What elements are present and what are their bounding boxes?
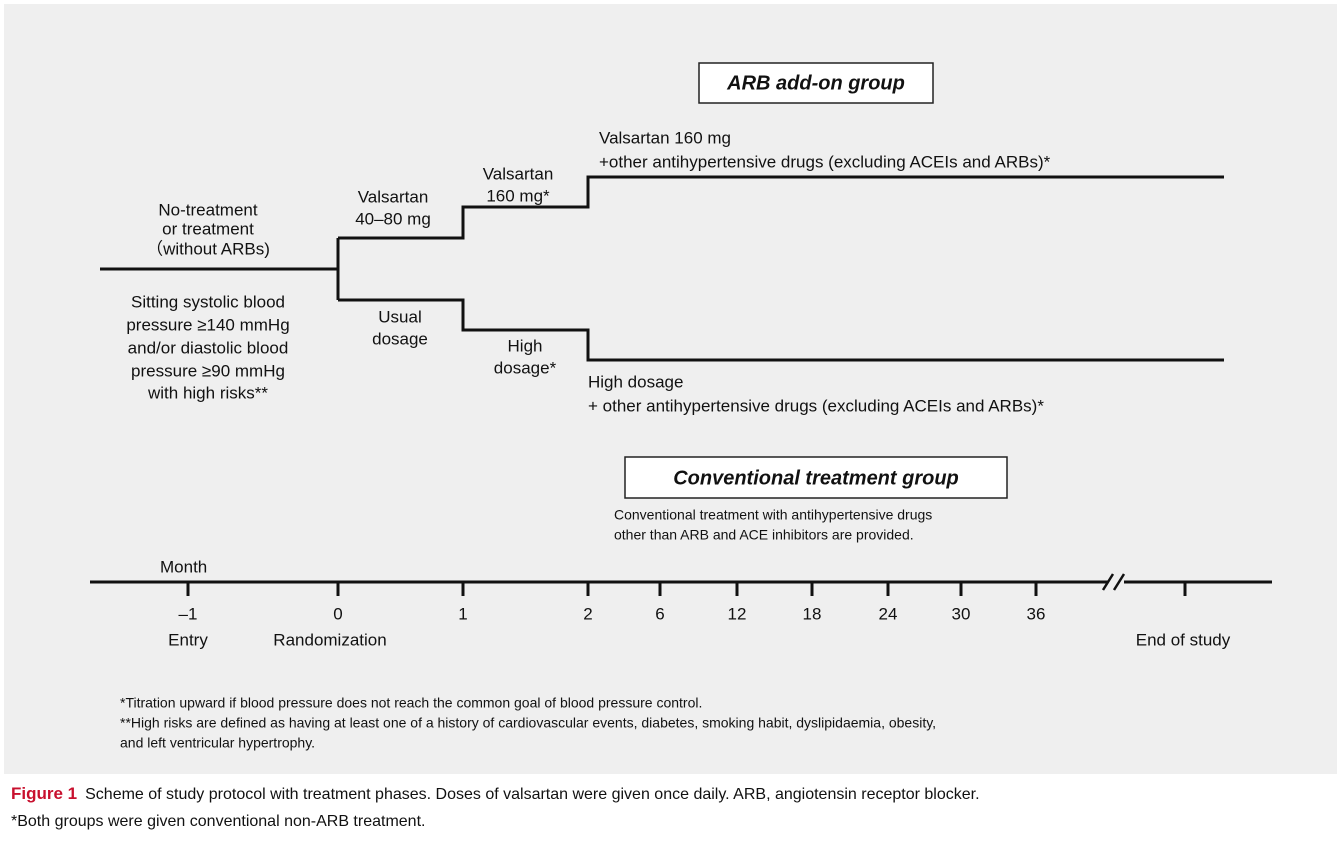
criteria-text: or treatment (162, 219, 254, 238)
step-label: High dosage (588, 372, 683, 391)
criteria-text: （without ARBs) (146, 239, 270, 258)
step-label: dosage (372, 329, 428, 348)
criteria-text: pressure ≥140 mmHg (126, 315, 289, 334)
step-label: Valsartan 160 mg (599, 128, 731, 147)
step-label: + other antihypertensive drugs (excludin… (588, 396, 1044, 415)
criteria-text: and/or diastolic blood (128, 338, 289, 357)
group-note: Conventional treatment with antihyperten… (614, 507, 932, 523)
step-label: +other antihypertensive drugs (excluding… (599, 152, 1051, 171)
step-label: Valsartan (483, 164, 554, 183)
step-label: High (508, 336, 543, 355)
criteria-text: No-treatment (158, 200, 257, 219)
step-label: 160 mg* (486, 186, 550, 205)
tick-label: 6 (655, 604, 664, 623)
timeline-event: Randomization (273, 630, 386, 649)
tick-label: 18 (803, 604, 822, 623)
step-label: dosage* (494, 358, 557, 377)
step-label: Valsartan (358, 187, 429, 206)
caption-text: Scheme of study protocol with treatment … (85, 786, 979, 803)
tick-label: 24 (879, 604, 898, 623)
tick-label: –1 (179, 604, 198, 623)
treatment-path (100, 175, 1224, 362)
tick-label: 2 (583, 604, 592, 623)
timeline-ticks: –1 0 1 2 6 12 18 24 30 36 (179, 582, 1046, 623)
timeline-event: End of study (1136, 630, 1231, 649)
step-label: Usual (378, 307, 421, 326)
tick-label: 1 (458, 604, 467, 623)
timeline-event: Entry (168, 630, 208, 649)
caption-text: *Both groups were given conventional non… (11, 813, 425, 830)
footnote: *Titration upward if blood pressure does… (120, 695, 702, 711)
timeline-unit: Month (160, 557, 207, 576)
group-title: ARB add-on group (726, 72, 905, 94)
group-box (624, 456, 1008, 499)
tick-label: 30 (952, 604, 971, 623)
axis-break (1101, 573, 1126, 591)
footnote: **High risks are defined as having at le… (120, 715, 936, 731)
footnote: and left ventricular hypertrophy. (120, 735, 315, 751)
criteria-text: with high risks** (147, 383, 268, 402)
group-box (698, 62, 934, 104)
tick-label: 36 (1027, 604, 1046, 623)
group-title: Conventional treatment group (673, 467, 959, 489)
figure-panel (4, 4, 1337, 774)
caption: Figure 1 Scheme of study protocol with tr… (11, 784, 980, 803)
tick-label: 0 (333, 604, 342, 623)
group-note: other than ARB and ACE inhibitors are pr… (614, 527, 914, 543)
tick-label: 12 (728, 604, 747, 623)
criteria-text: Sitting systolic blood (131, 292, 285, 311)
criteria-text: pressure ≥90 mmHg (131, 361, 285, 380)
caption-label: Figure 1 (11, 784, 77, 803)
step-label: 40–80 mg (355, 209, 431, 228)
